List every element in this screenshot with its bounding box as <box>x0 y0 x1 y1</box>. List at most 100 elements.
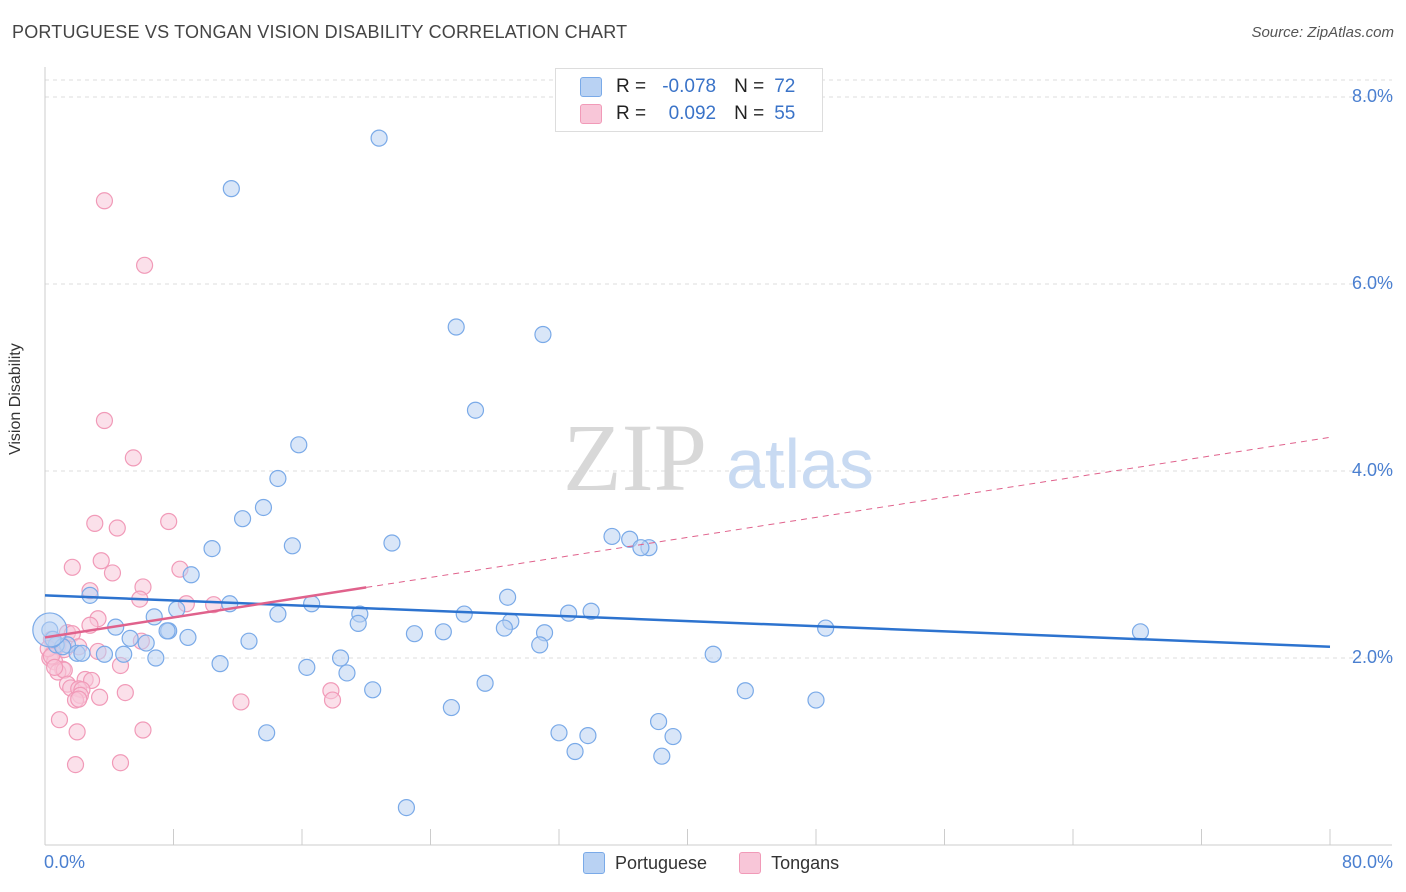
chart-title: PORTUGUESE VS TONGAN VISION DISABILITY C… <box>12 22 628 42</box>
portuguese-point <box>582 602 600 620</box>
tongans-point <box>46 658 64 676</box>
portuguese-point <box>158 622 176 640</box>
portuguese-point <box>736 682 754 700</box>
tongans-point <box>108 519 126 537</box>
portuguese-point <box>807 691 825 709</box>
portuguese-trend-line <box>44 594 1331 649</box>
tongans-point <box>68 723 86 741</box>
portuguese-point <box>283 537 301 555</box>
portuguese-point <box>147 649 165 667</box>
portuguese-point <box>115 645 133 663</box>
tongans-point <box>95 192 114 210</box>
legend-n-label: N = <box>734 76 765 97</box>
x-tick-max: 80.0% <box>1341 852 1393 872</box>
portuguese-point <box>455 605 473 623</box>
portuguese-point <box>81 586 99 604</box>
portuguese-point <box>603 527 621 546</box>
tongans-point <box>50 711 69 729</box>
tongans-trend-line-solid <box>44 586 367 639</box>
portuguese-point <box>269 469 287 488</box>
portuguese-point <box>203 540 221 558</box>
portuguese-point <box>73 644 91 662</box>
tongans-point <box>70 690 88 708</box>
portuguese-point <box>664 727 682 746</box>
legend-swatch-tongans <box>580 104 602 124</box>
tongans-point <box>103 564 122 582</box>
portuguese-point <box>499 588 517 606</box>
stats-legend: R = -0.078 N = 72 R = 0.092 N = 55 <box>555 68 823 132</box>
portuguese-point <box>179 628 197 647</box>
y-tick-label: 6.0% <box>1351 273 1393 293</box>
portuguese-point <box>434 623 452 641</box>
tongans-point <box>116 683 134 702</box>
tongans-point <box>91 688 109 706</box>
portuguese-point <box>331 649 350 667</box>
watermark-atlas: atlas <box>726 425 874 503</box>
legend-n-value: 55 <box>774 103 796 124</box>
portuguese-point <box>240 632 258 650</box>
x-tick-min: 0.0% <box>44 852 86 872</box>
portuguese-point <box>32 612 68 648</box>
gridlines <box>45 79 1392 659</box>
portuguese-point <box>211 655 229 673</box>
legend-n-value: 72 <box>774 76 796 97</box>
portuguese-point <box>579 727 597 745</box>
portuguese-point <box>560 604 578 622</box>
legend-r-label: R = <box>616 76 647 97</box>
tongans-point <box>124 449 142 467</box>
portuguese-point <box>95 645 114 663</box>
portuguese-point <box>258 724 276 742</box>
portuguese-point <box>405 625 424 643</box>
tongans-point <box>95 411 114 430</box>
portuguese-points <box>32 129 1150 817</box>
portuguese-point <box>704 645 722 663</box>
portuguese-point <box>137 634 155 652</box>
legend-r-value: 0.092 <box>668 103 717 124</box>
portuguese-point <box>550 724 568 742</box>
portuguese-point <box>531 636 549 654</box>
portuguese-point <box>338 664 356 682</box>
portuguese-point <box>1131 623 1150 641</box>
portuguese-point <box>303 595 321 613</box>
portuguese-point <box>233 510 252 528</box>
legend-label-portuguese: Portuguese <box>615 852 708 873</box>
legend-row-portuguese: R = -0.078 N = 72 <box>580 75 795 99</box>
tongans-point <box>86 514 104 532</box>
tongans-point <box>323 691 342 709</box>
tongans-point <box>135 256 154 274</box>
portuguese-point <box>121 629 139 647</box>
portuguese-point <box>653 747 671 765</box>
tongans-point <box>66 755 85 774</box>
legend-swatch-portuguese <box>580 77 602 97</box>
legend-n-label: N = <box>734 103 765 124</box>
tongans-point <box>232 693 250 711</box>
portuguese-point <box>269 605 287 623</box>
y-tick-label: 2.0% <box>1351 647 1393 667</box>
tongans-point <box>63 558 81 576</box>
portuguese-point <box>476 674 494 692</box>
legend-swatch-portuguese <box>583 852 605 874</box>
portuguese-point <box>298 658 316 676</box>
portuguese-point <box>254 498 273 517</box>
portuguese-point <box>397 798 416 817</box>
portuguese-point <box>817 619 835 637</box>
portuguese-point <box>442 698 460 717</box>
portuguese-point <box>649 712 668 731</box>
y-tick-label: 4.0% <box>1351 460 1393 480</box>
portuguese-point <box>566 742 584 761</box>
legend-item-tongans: Tongans <box>739 852 839 874</box>
source-label: Source: ZipAtlas.com <box>1251 24 1394 41</box>
portuguese-point <box>349 614 367 633</box>
tongans-point <box>111 754 130 772</box>
axes <box>44 67 1392 846</box>
tongans-trend-line-dashed <box>366 436 1331 588</box>
portuguese-point <box>364 681 382 699</box>
watermark-zip: ZIP <box>563 404 707 511</box>
portuguese-point <box>222 180 240 198</box>
portuguese-point <box>495 619 513 637</box>
tongans-points <box>39 192 342 774</box>
legend-item-portuguese: Portuguese <box>583 852 707 874</box>
legend-row-tongans: R = 0.092 N = 55 <box>580 102 795 126</box>
legend-r-value: -0.078 <box>662 76 717 97</box>
